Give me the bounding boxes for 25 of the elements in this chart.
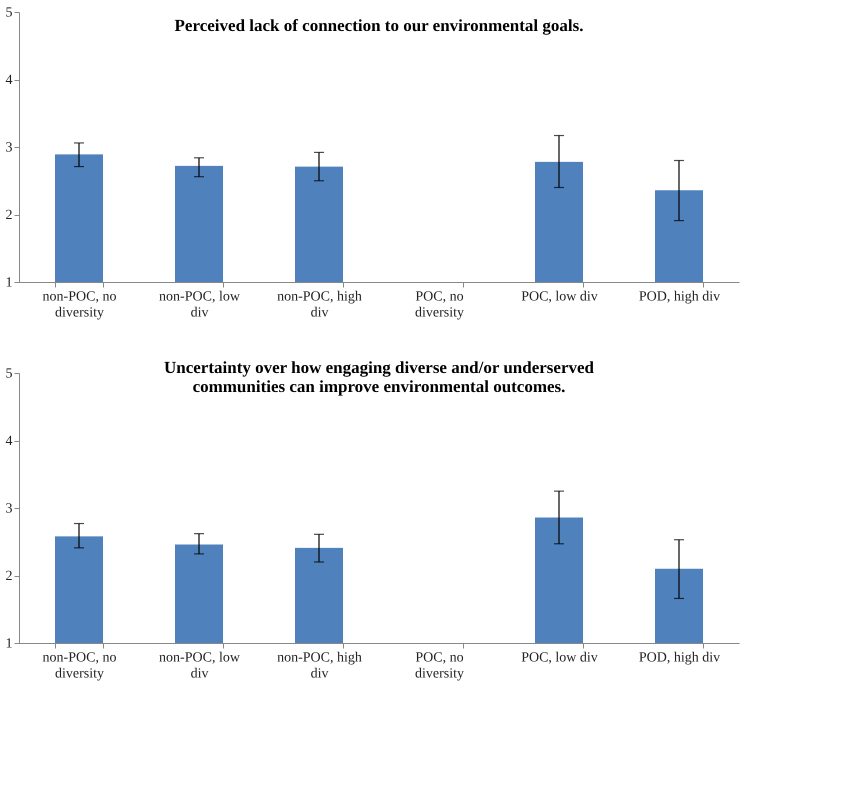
x-tick-label: POC, low div	[521, 290, 598, 304]
text: communities can improve environmental outcomes.	[192, 377, 566, 396]
y-tick-label: 1	[6, 276, 12, 290]
y-tick-label: 1	[6, 636, 12, 652]
y-tick-label: 3	[6, 502, 12, 516]
x-tick-label: POC, no diversity	[415, 650, 464, 682]
y-tick-label: 5	[6, 366, 12, 382]
text: Uncertainty over how engaging diverse and/or underserved	[164, 358, 594, 377]
x-tick-label: non-POC, low div	[159, 290, 241, 320]
y-tick-label: 5	[6, 6, 12, 20]
x-tick-label: non-POC, no diversity	[42, 290, 116, 320]
x-tick-label: POC, no diversity	[415, 290, 464, 320]
x-tick-label: POD, high div	[638, 650, 720, 666]
x-tick-label: non-POC, low div	[159, 650, 241, 682]
y-tick-label: 2	[6, 208, 12, 223]
y-tick-label: 4	[6, 434, 12, 449]
x-tick-label: non-POC, high div	[277, 650, 362, 682]
x-tick-label: non-POC, high div	[277, 290, 362, 320]
x-tick-label: POD, high div	[638, 290, 720, 304]
x-tick-label: non-POC, no diversity	[42, 650, 116, 682]
chart-title: Perceived lack of connection to our environmental goals.	[174, 16, 584, 35]
y-tick-label: 2	[6, 569, 12, 584]
y-tick-label: 4	[6, 73, 12, 88]
y-tick-label: 3	[6, 140, 12, 156]
x-tick-label: POC, low div	[521, 650, 598, 666]
